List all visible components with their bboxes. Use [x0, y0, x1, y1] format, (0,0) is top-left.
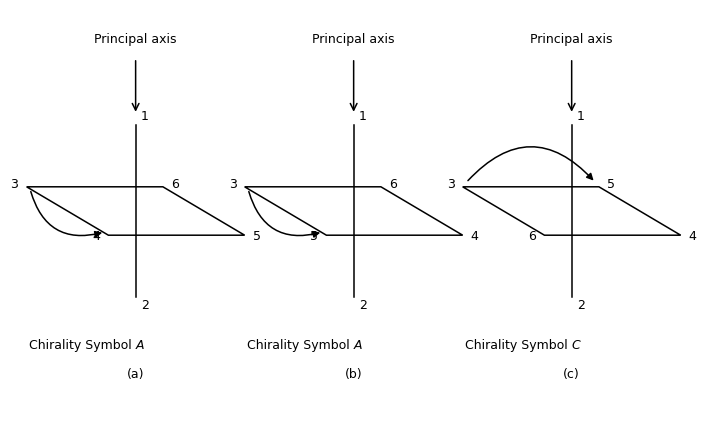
Text: Principal axis: Principal axis	[312, 33, 395, 46]
Text: C: C	[571, 339, 581, 352]
Text: 6: 6	[171, 178, 179, 191]
Text: Principal axis: Principal axis	[94, 33, 177, 46]
Text: 6: 6	[529, 230, 536, 243]
Text: 1: 1	[577, 110, 585, 123]
Text: 3: 3	[11, 178, 18, 191]
Text: A: A	[354, 339, 362, 352]
Text: 1: 1	[359, 110, 367, 123]
Text: 2: 2	[577, 299, 585, 312]
Text: Principal axis: Principal axis	[531, 33, 613, 46]
Text: Chirality Symbol: Chirality Symbol	[465, 339, 571, 352]
Text: 4: 4	[93, 230, 100, 243]
Text: 5: 5	[310, 230, 318, 243]
Text: 3: 3	[229, 178, 237, 191]
Text: A: A	[135, 339, 144, 352]
Text: 4: 4	[689, 230, 697, 243]
Text: 1: 1	[141, 110, 149, 123]
Text: Chirality Symbol: Chirality Symbol	[247, 339, 354, 352]
Text: 5: 5	[607, 178, 615, 191]
Text: 3: 3	[446, 178, 454, 191]
Text: Chirality Symbol: Chirality Symbol	[29, 339, 135, 352]
Text: (a): (a)	[127, 368, 145, 381]
Text: 4: 4	[471, 230, 479, 243]
Text: 6: 6	[389, 178, 397, 191]
Text: (c): (c)	[563, 368, 580, 381]
Text: 2: 2	[359, 299, 367, 312]
Text: (b): (b)	[345, 368, 362, 381]
Text: 2: 2	[141, 299, 149, 312]
Text: 5: 5	[253, 230, 261, 243]
